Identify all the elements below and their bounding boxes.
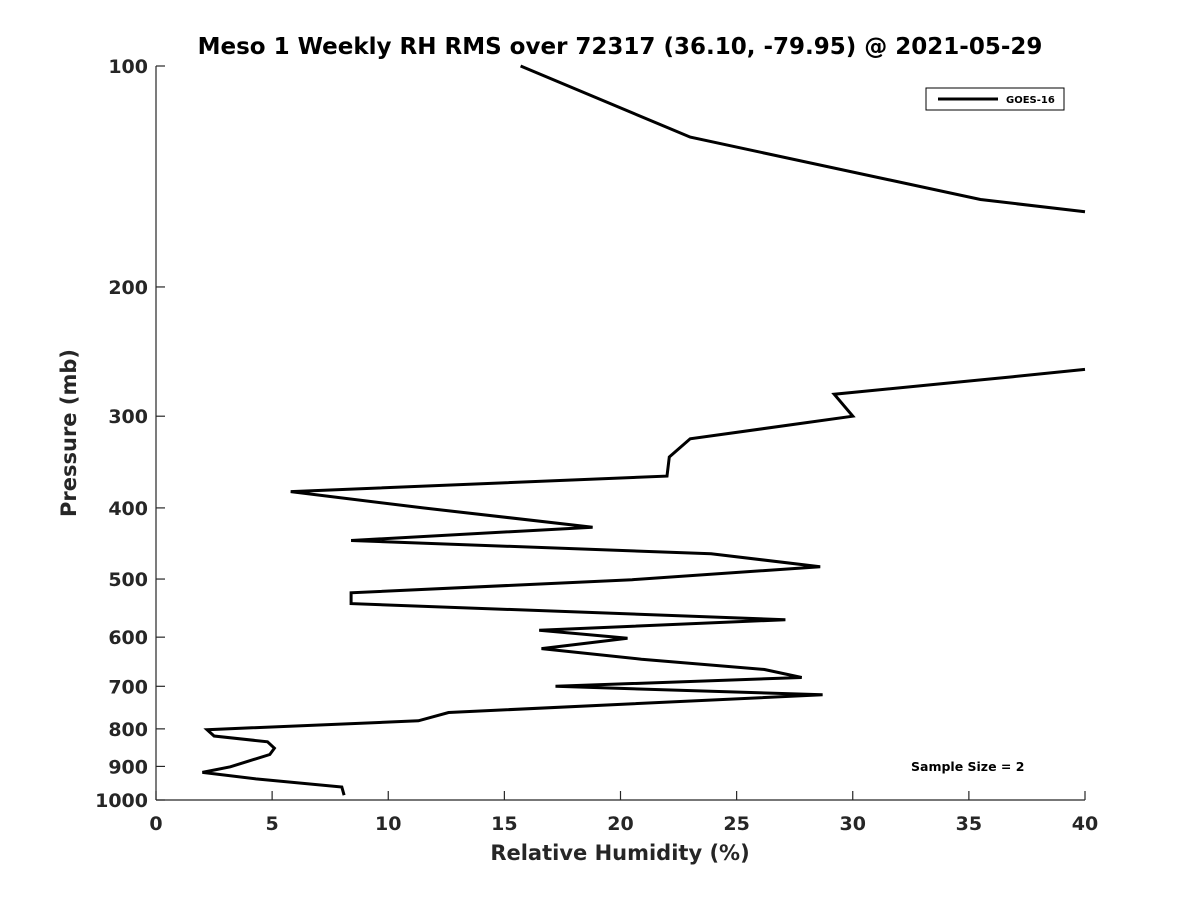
- x-axis-ticks: 0 5 10 15 20 25 30 35 40: [149, 791, 1098, 835]
- legend: GOES-16: [925, 87, 1065, 111]
- x-tick-label: 35: [956, 813, 982, 835]
- y-tick-label: 800: [108, 719, 148, 741]
- chart-title: Meso 1 Weekly RH RMS over 72317 (36.10, …: [198, 34, 1043, 60]
- x-tick-label: 40: [1072, 813, 1098, 835]
- y-tick-label: 700: [108, 676, 148, 698]
- y-tick-label: 400: [108, 498, 148, 520]
- sample-size-annotation: Sample Size = 2: [911, 759, 1024, 774]
- x-tick-label: 0: [149, 813, 162, 835]
- x-tick-label: 20: [607, 813, 633, 835]
- x-axis-label: Relative Humidity (%): [490, 841, 749, 865]
- y-axis-ticks: 100 200 300 400 500 600 700 800 900 1000: [95, 56, 165, 812]
- y-tick-label: 100: [108, 56, 148, 78]
- y-tick-label: 900: [108, 756, 148, 778]
- x-tick-label: 15: [491, 813, 517, 835]
- y-tick-label: 500: [108, 569, 148, 591]
- series-lines: [202, 64, 1086, 796]
- y-tick-label: 200: [108, 277, 148, 299]
- y-axis-label: Pressure (mb): [57, 349, 81, 517]
- y-tick-label: 600: [108, 627, 148, 649]
- x-tick-label: 10: [375, 813, 401, 835]
- series-line-goes-16: [202, 64, 1086, 796]
- y-tick-label: 1000: [95, 790, 148, 812]
- y-tick-label: 300: [108, 406, 148, 428]
- x-tick-label: 5: [266, 813, 279, 835]
- legend-label-goes-16: GOES-16: [1006, 95, 1055, 106]
- x-tick-label: 25: [723, 813, 749, 835]
- x-tick-label: 30: [840, 813, 866, 835]
